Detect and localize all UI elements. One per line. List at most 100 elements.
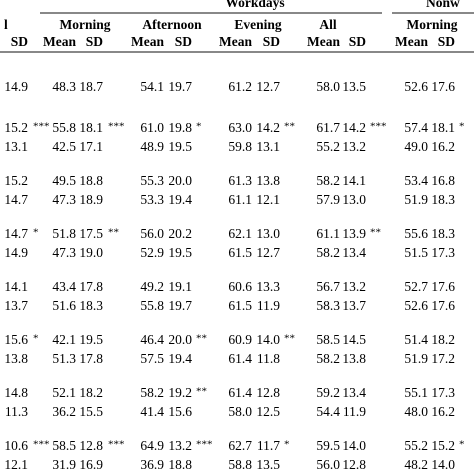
significance: ***	[33, 439, 50, 451]
significance: ***	[108, 439, 125, 451]
cell: 17.6	[431, 79, 455, 94]
cell: 58.5	[52, 438, 76, 453]
cell: 61.4	[228, 385, 252, 400]
cell: 16.2	[431, 404, 455, 419]
cell: 11.9	[343, 404, 366, 419]
column-header: Morning	[406, 17, 457, 32]
cell: 13.2	[342, 139, 366, 154]
cell: 14.0	[342, 438, 366, 453]
cell: 19.1	[168, 279, 192, 294]
cell: 58.0	[228, 404, 252, 419]
column-header: All	[319, 17, 337, 32]
cell: 19.4	[168, 351, 192, 366]
cell: 16.8	[431, 173, 455, 188]
cell: 19.5	[168, 139, 192, 154]
cell: 19.5	[168, 245, 192, 260]
sub-header: Mean	[219, 34, 252, 49]
cell: 19.7	[168, 79, 192, 94]
cell: 58.3	[316, 298, 340, 313]
cell: 14.0	[431, 457, 455, 472]
cell: 53.3	[140, 192, 164, 207]
cell: 15.5	[79, 404, 103, 419]
cell: 18.7	[79, 79, 103, 94]
cell: 55.8	[52, 120, 76, 135]
cell: 48.3	[52, 79, 76, 94]
cell: 16.9	[79, 457, 103, 472]
cell: 64.9	[140, 438, 164, 453]
cell: 61.2	[228, 79, 252, 94]
significance: ***	[196, 439, 213, 451]
cell: 15.6	[4, 332, 28, 347]
cell: 14.9	[4, 245, 28, 260]
column-header: Evening	[234, 17, 282, 32]
cell: 52.9	[140, 245, 164, 260]
cell: 60.9	[228, 332, 252, 347]
significance: *	[459, 439, 465, 451]
cell: 19.2	[168, 385, 192, 400]
cell: 57.4	[404, 120, 428, 135]
cell: 17.2	[431, 351, 455, 366]
cell: 55.2	[316, 139, 340, 154]
cell: 48.0	[404, 404, 428, 419]
significance: **	[108, 227, 119, 239]
cell: 10.6	[4, 438, 28, 453]
cell: 19.4	[168, 192, 192, 207]
significance: ***	[33, 121, 50, 133]
cell: 14.0	[256, 332, 280, 347]
cell: 14.2	[342, 120, 366, 135]
cell: 59.8	[228, 139, 252, 154]
cell: 51.6	[52, 298, 76, 313]
cell: 43.4	[52, 279, 76, 294]
cell: 59.5	[316, 438, 340, 453]
cell: 18.9	[79, 192, 103, 207]
cell: 49.0	[404, 139, 428, 154]
cell: 51.9	[404, 192, 428, 207]
cell: 13.2	[342, 279, 366, 294]
cell: 19.7	[168, 298, 192, 313]
cell: 52.1	[52, 385, 76, 400]
cell: 13.2	[168, 438, 192, 453]
cell: 13.5	[256, 457, 280, 472]
cell: 54.1	[140, 79, 164, 94]
cell: 13.4	[342, 385, 366, 400]
cell: 56.0	[316, 457, 340, 472]
cell: 48.9	[140, 139, 164, 154]
significance: *	[284, 439, 290, 451]
cell: 18.8	[168, 457, 192, 472]
sub-header: Mean	[43, 34, 76, 49]
cell: 36.9	[140, 457, 164, 472]
cell: 12.1	[256, 192, 280, 207]
significance: **	[284, 121, 295, 133]
cell: 11.7	[257, 438, 280, 453]
cell: 42.1	[52, 332, 76, 347]
cell: 17.1	[79, 139, 103, 154]
column-header: l	[4, 17, 8, 32]
cell: 14.2	[256, 120, 280, 135]
cell: 13.1	[256, 139, 280, 154]
cell: 55.3	[140, 173, 164, 188]
cell: 18.1	[79, 120, 103, 135]
cell: 55.8	[140, 298, 164, 313]
significance: *	[33, 333, 39, 345]
significance: ***	[108, 121, 125, 133]
cell: 58.2	[316, 351, 340, 366]
cell: 13.5	[342, 79, 366, 94]
cell: 61.5	[228, 298, 252, 313]
cell: 19.0	[79, 245, 103, 260]
cell: 13.4	[342, 245, 366, 260]
cell: 51.8	[52, 226, 76, 241]
cell: 58.5	[316, 332, 340, 347]
cell: 19.5	[79, 332, 103, 347]
cell: 13.8	[256, 173, 280, 188]
cell: 14.1	[342, 173, 366, 188]
cell: 47.3	[52, 245, 76, 260]
significance: *	[33, 227, 39, 239]
cell: 17.8	[79, 279, 103, 294]
significance: *	[196, 121, 202, 133]
cell: 51.9	[404, 351, 428, 366]
cell: 58.8	[228, 457, 252, 472]
cell: 13.0	[342, 192, 366, 207]
sub-header: Mean	[131, 34, 164, 49]
cell: 62.7	[228, 438, 252, 453]
